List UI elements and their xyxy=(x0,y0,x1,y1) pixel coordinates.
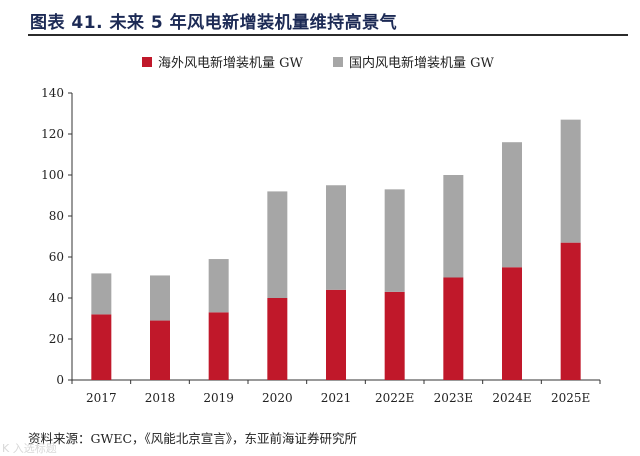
bar-overseas-2024E xyxy=(502,267,522,380)
x-tick-label: 2019 xyxy=(203,391,234,405)
y-tick-label: 120 xyxy=(41,127,64,141)
title-bar: 图表 41. 未来 5 年风电新增装机量维持高景气 xyxy=(0,0,640,36)
legend-item-domestic: 国内风电新增装机量 GW xyxy=(333,52,494,71)
bar-domestic-2017 xyxy=(91,273,112,315)
bar-overseas-2018 xyxy=(150,320,170,380)
bar-domestic-2020 xyxy=(267,191,288,298)
bar-domestic-2023E xyxy=(443,175,464,278)
bar-domestic-2021 xyxy=(326,185,346,290)
legend-swatch-domestic xyxy=(333,56,343,67)
bar-overseas-2017 xyxy=(91,314,112,380)
x-tick-label: 2020 xyxy=(262,391,293,405)
chart-legend: 海外风电新增装机量 GW 国内风电新增装机量 GW xyxy=(0,52,640,71)
x-tick-label: 2018 xyxy=(145,391,176,405)
bar-overseas-2020 xyxy=(267,298,288,380)
watermark: K 入选标题 xyxy=(2,442,57,455)
bar-domestic-2019 xyxy=(208,259,229,313)
y-tick-label: 80 xyxy=(49,209,64,223)
bar-overseas-2021 xyxy=(326,289,346,380)
legend-label-overseas: 海外风电新增装机量 GW xyxy=(158,56,303,71)
y-tick-label: 140 xyxy=(41,86,64,100)
bar-domestic-2024E xyxy=(502,142,522,268)
legend-item-overseas: 海外风电新增装机量 GW xyxy=(142,52,303,71)
x-tick-label: 2022E xyxy=(375,391,414,405)
source-note: 资料来源：GWEC，《风能北京宣言》，东亚前海证券研究所 xyxy=(28,431,358,446)
title-underline xyxy=(28,34,628,36)
y-tick-label: 0 xyxy=(56,373,64,387)
x-tick-label: 2017 xyxy=(86,391,117,405)
bar-overseas-2019 xyxy=(208,312,229,380)
bar-domestic-2022E xyxy=(384,189,405,292)
bar-overseas-2022E xyxy=(384,291,405,380)
x-tick-label: 2021 xyxy=(321,391,352,405)
y-tick-label: 100 xyxy=(41,168,64,182)
x-tick-label: 2024E xyxy=(492,391,531,405)
bar-domestic-2025E xyxy=(560,119,581,243)
legend-swatch-overseas xyxy=(142,56,152,67)
x-tick-label: 2025E xyxy=(551,391,590,405)
x-tick-label: 2023E xyxy=(434,391,473,405)
y-tick-label: 20 xyxy=(49,332,64,346)
bar-overseas-2025E xyxy=(560,242,581,380)
y-tick-label: 40 xyxy=(49,291,64,305)
chart-title: 图表 41. 未来 5 年风电新增装机量维持高景气 xyxy=(30,13,398,33)
y-tick-label: 60 xyxy=(49,250,64,264)
legend-label-domestic: 国内风电新增装机量 GW xyxy=(349,56,494,71)
bar-overseas-2023E xyxy=(443,277,464,380)
bar-domestic-2018 xyxy=(150,275,170,321)
